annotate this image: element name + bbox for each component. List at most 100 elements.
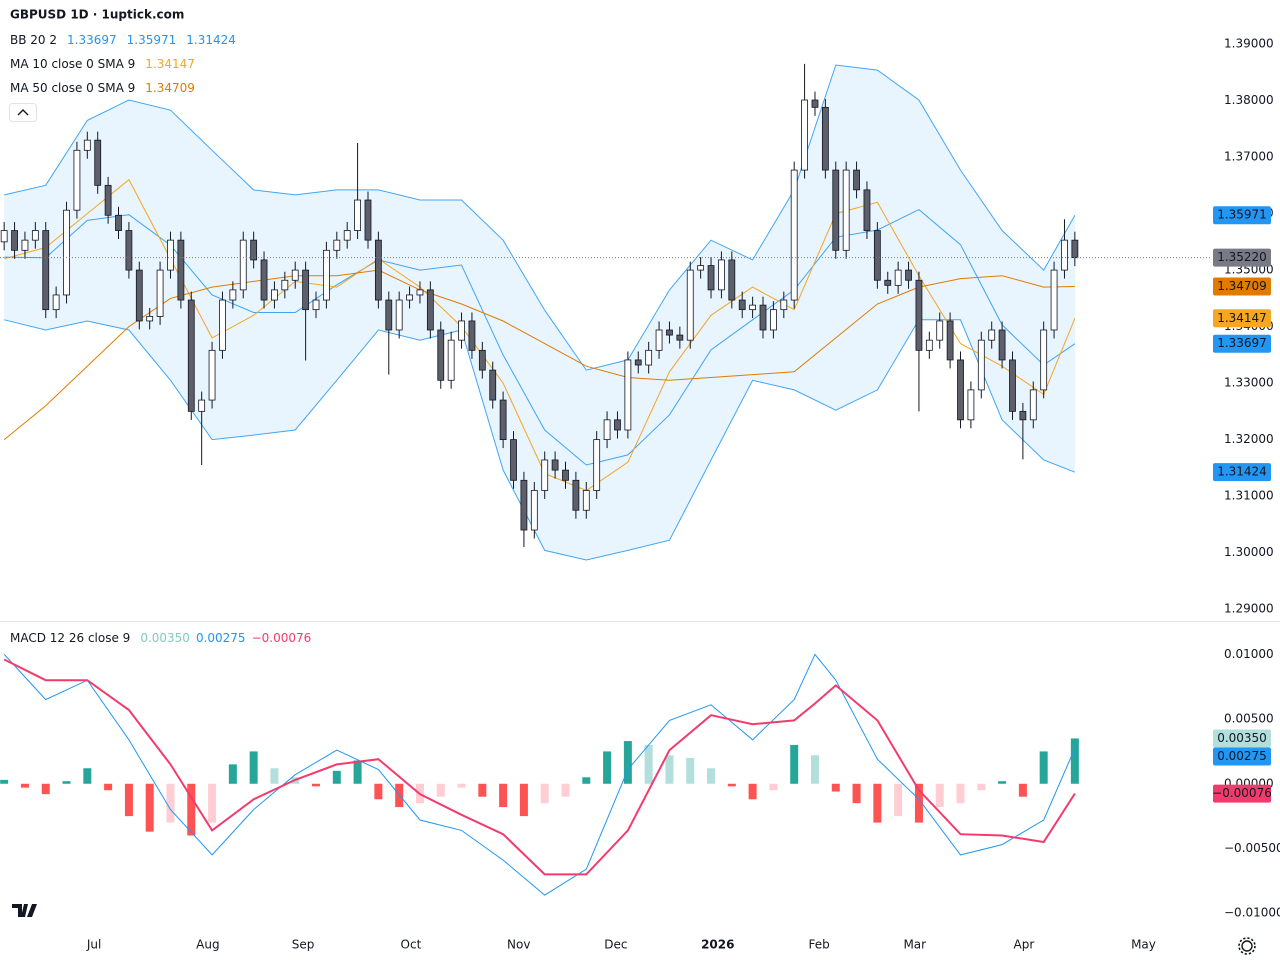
candle-body: [458, 320, 465, 341]
y-tick-label: 1.38000: [1224, 93, 1274, 107]
y-tick-label: 0.00500: [1224, 712, 1274, 726]
candle-body: [21, 239, 29, 251]
settings-button[interactable]: [1238, 937, 1256, 955]
candle-body: [104, 184, 112, 216]
candle-body: [478, 349, 486, 371]
candle-body: [905, 269, 912, 281]
candle-body: [676, 334, 684, 341]
candle-body: [780, 299, 788, 311]
histogram-bar: [187, 783, 196, 836]
candle-body: [655, 329, 663, 351]
candle-body: [977, 339, 985, 391]
collapse-button[interactable]: [9, 103, 37, 122]
collapse-box[interactable]: [9, 103, 37, 122]
candle-body: [957, 359, 964, 421]
candle-body: [42, 230, 50, 311]
candle-body: [582, 490, 590, 511]
axes: Jul Aug Sep Oct Nov Dec 2026 Feb Mar Apr May 1.3900…: [86, 37, 1280, 952]
gear-teeth: [1238, 937, 1256, 955]
histogram-bar: [1039, 751, 1048, 784]
candle-body: [666, 329, 673, 336]
histogram-bar: [499, 783, 508, 808]
candle-body: [250, 239, 258, 261]
candle-body: [593, 439, 601, 491]
bb-line: [4, 319, 1076, 561]
candle-body: [416, 289, 424, 296]
x-tick-label: Nov: [507, 938, 530, 952]
histogram-bar: [603, 751, 612, 784]
candle-body: [718, 259, 725, 291]
histogram-bar: [831, 783, 840, 792]
logo-mark[interactable]: [12, 904, 37, 917]
candle-body: [333, 239, 341, 251]
candle-body: [156, 269, 164, 317]
candle-body: [541, 459, 549, 491]
candle-body: [271, 289, 278, 301]
histogram-bar: [374, 783, 383, 800]
signal-line: [3, 658, 1076, 876]
y-tick-label: 1.39000: [1224, 37, 1274, 51]
candle-body: [239, 239, 247, 291]
candle-body: [915, 279, 923, 351]
candle-body: [343, 230, 351, 241]
candle-body: [354, 199, 361, 231]
bb-line: [4, 209, 1076, 466]
bb-fill: [4, 65, 1075, 560]
histogram-bar: [810, 755, 819, 784]
candle-body: [198, 399, 206, 412]
candle-body: [167, 239, 174, 271]
candle-body: [447, 339, 455, 381]
candle-body: [323, 249, 330, 301]
macd-line: [3, 653, 1076, 896]
candle-body: [988, 329, 996, 341]
legend-row: MA 50 close 0 SMA 9 1.34709: [10, 81, 195, 95]
histogram-bar: [228, 764, 237, 784]
legend-part: −0.00076: [252, 631, 312, 645]
candle-body: [187, 299, 195, 412]
x-tick-label: Sep: [292, 938, 315, 952]
histogram-bar: [41, 783, 50, 795]
candle-body: [894, 269, 902, 286]
histogram-bar: [686, 757, 695, 784]
x-tick-label: 2026: [701, 938, 734, 952]
histogram-bar: [561, 783, 570, 797]
price-badge-label: 1.34147: [1217, 311, 1267, 325]
candle-body: [697, 265, 705, 271]
legend: GBPUSD 1D · 1uptick.com BB 20 2 1.33697 1.3…: [10, 8, 311, 645]
candle-body: [967, 389, 975, 421]
histogram-bar: [644, 744, 653, 784]
histogram-bar: [665, 755, 674, 784]
candle-body: [489, 369, 497, 401]
candle-body: [94, 139, 102, 186]
histogram-bar: [894, 783, 903, 817]
candle-body: [770, 309, 777, 331]
histogram-bar: [83, 768, 92, 784]
y-tick-label: −0.00500: [1224, 841, 1280, 855]
candle-body: [873, 230, 881, 281]
candle-body: [562, 469, 569, 481]
legend-part: 1.34709: [145, 81, 195, 95]
candle-body: [1019, 410, 1027, 421]
candle-body: [208, 349, 216, 401]
candle-body: [125, 230, 133, 271]
candle-body: [291, 269, 299, 281]
candle-body: [510, 439, 517, 481]
candle-body: [374, 239, 382, 301]
candle-body: [177, 239, 185, 301]
gear-ring[interactable]: [1241, 940, 1253, 952]
candle-body: [707, 265, 715, 291]
candle-body: [832, 169, 840, 251]
histogram-bar: [20, 783, 29, 788]
logo[interactable]: [12, 904, 37, 917]
candle-body: [790, 169, 798, 301]
x-tick-label: Dec: [604, 938, 627, 952]
plot: [0, 63, 1210, 896]
histogram-bar: [270, 768, 279, 784]
y-tick-label: 1.31000: [1224, 489, 1274, 503]
histogram-bar: [519, 783, 528, 817]
histogram-bar: [707, 768, 716, 784]
candle-body: [0, 230, 8, 243]
histogram-bar: [623, 741, 632, 784]
